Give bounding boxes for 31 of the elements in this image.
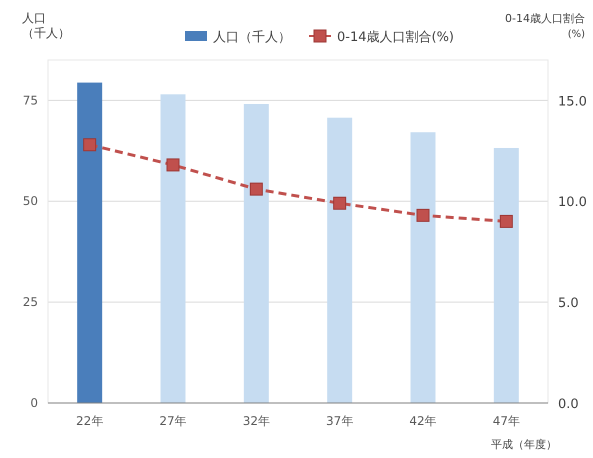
bar [327, 118, 352, 403]
bar [410, 132, 436, 403]
point [333, 196, 346, 210]
x-tick-label: 47年 [492, 414, 520, 428]
x-tick-label: 32年 [242, 414, 270, 428]
x-axis-title: 平成（年度） [491, 438, 557, 451]
point [166, 158, 180, 172]
bar [244, 104, 269, 403]
bar [160, 94, 186, 403]
legend-label: 0-14歳人口割合(%) [337, 30, 454, 45]
point [83, 138, 96, 152]
y2-tick-label: 15.0 [558, 94, 587, 110]
y2-axis-title: 0-14歳人口割合(%) [505, 12, 586, 40]
x-tick-label: 37年 [326, 414, 354, 428]
y2-tick-label: 10.0 [558, 195, 587, 210]
y2-tick-label: 0.0 [558, 397, 579, 412]
y-tick-label: 25 [22, 295, 38, 310]
x-tick-label: 22年 [76, 414, 104, 428]
y-tick-label: 0 [30, 396, 38, 410]
point [250, 182, 263, 196]
y-axis-title: 人口（千人） [22, 11, 70, 40]
y-tick-label: 75 [22, 93, 38, 108]
bar [77, 82, 102, 403]
x-tick-label: 27年 [159, 414, 187, 428]
x-tick-label: 42年 [409, 414, 437, 428]
y-tick-label: 50 [22, 194, 38, 208]
point [416, 208, 430, 222]
bar [494, 148, 519, 403]
legend-label: 人口（千人） [213, 30, 291, 45]
y2-tick-label: 5.0 [558, 296, 579, 312]
point [500, 214, 513, 228]
